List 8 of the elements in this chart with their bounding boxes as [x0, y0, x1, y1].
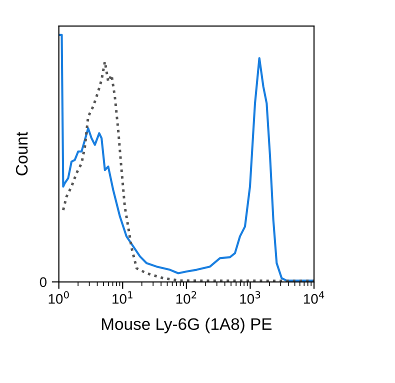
- x-axis-title: Mouse Ly-6G (1A8) PE: [102, 318, 272, 334]
- x-tick-label: 10$^{2}$: [176, 291, 196, 304]
- y-axis-title: Count: [16, 132, 28, 176]
- x-tick-label: 10$^{3}$: [240, 291, 260, 304]
- x-tick-label: 10$^{4}$: [304, 291, 324, 304]
- text: 0: [40, 277, 47, 288]
- x-tick-label: 10$^{0}$: [48, 291, 69, 304]
- x-tick-label: 10$^{1}$: [112, 291, 132, 304]
